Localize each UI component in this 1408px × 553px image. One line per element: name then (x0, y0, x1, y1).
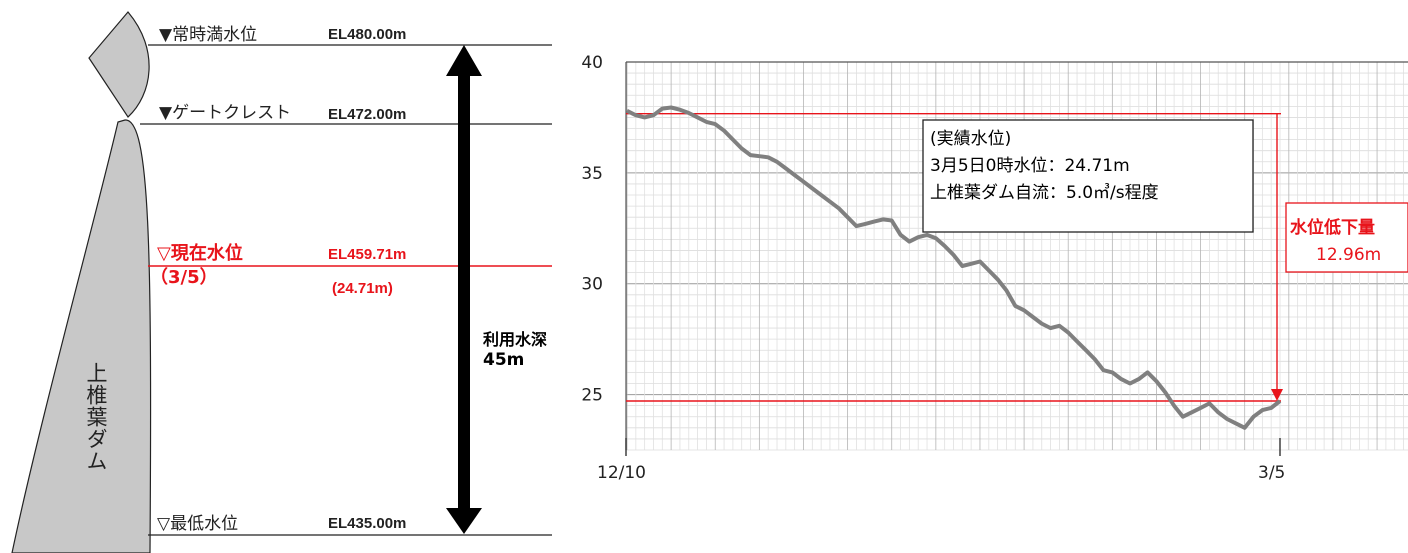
y-tick-label: 25 (581, 386, 603, 406)
x-tick-label-end: 3/5 (1258, 463, 1285, 483)
annotation-line2: 上椎葉ダム自流：5.0㎥/s程度 (930, 183, 1159, 203)
current-level-depth: (24.71m) (332, 280, 393, 297)
drop-value: 12.96m (1316, 245, 1381, 265)
usable-depth-value: 45m (483, 350, 524, 370)
usable-depth-label: 利用水深 (483, 330, 547, 349)
drop-arrow (1271, 113, 1283, 402)
full-level-label: ▼常時満水位 (159, 25, 257, 45)
annotation-line1: 3月5日0時水位：24.71m (930, 156, 1130, 176)
min-level-elevation: EL435.00m (328, 515, 406, 532)
current-level-label: ▽現在水位 (157, 242, 243, 264)
drop-box: 水位低下量 12.96m (1285, 202, 1408, 273)
crest-level-label: ▼ゲートクレスト (159, 103, 291, 123)
y-axis-ticks: 25 30 35 40 (581, 53, 603, 406)
current-level-elevation: EL459.71m (328, 246, 406, 263)
drop-arrow-head (1271, 389, 1283, 402)
dam-body (11, 119, 152, 553)
full-level-elevation: EL480.00m (328, 26, 406, 43)
series-layer (626, 105, 1282, 430)
radial-gate (88, 11, 150, 118)
usable-depth-arrow (446, 45, 482, 534)
min-level-label: ▽最低水位 (157, 514, 238, 534)
dam-name: 上椎葉ダム (84, 362, 108, 472)
x-axis: 12/10 3/5 (597, 438, 1285, 483)
crest-level-elevation: EL472.00m (328, 106, 406, 123)
x-tick-label-start: 12/10 (597, 463, 646, 483)
y-tick-label: 40 (581, 53, 603, 73)
drop-label: 水位低下量 (1290, 217, 1375, 238)
y-tick-label: 35 (581, 164, 603, 184)
y-tick-label: 30 (581, 275, 603, 295)
current-level-date: （3/5） (150, 267, 218, 288)
annotation-box: (実績水位) 3月5日0時水位：24.71m 上椎葉ダム自流：5.0㎥/s程度 (922, 119, 1254, 233)
annotation-heading: (実績水位) (930, 129, 1011, 149)
